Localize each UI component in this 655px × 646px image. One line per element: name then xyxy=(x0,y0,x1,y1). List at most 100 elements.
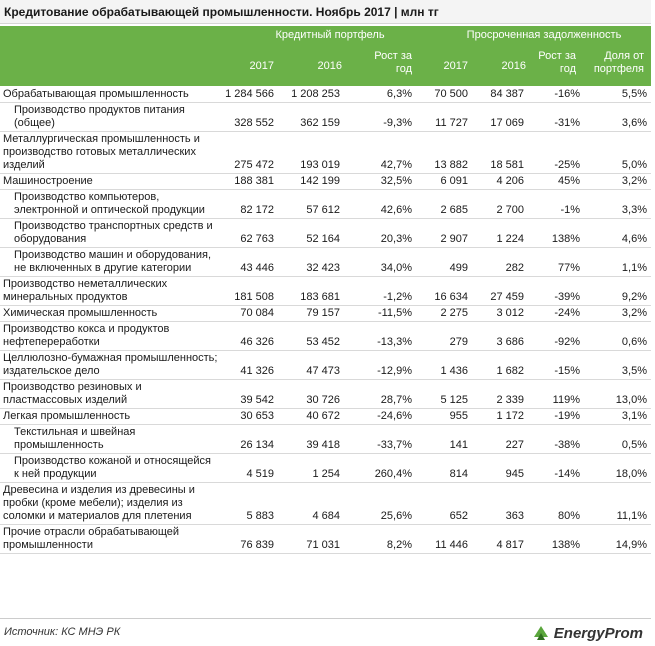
row-value: 227 xyxy=(472,424,528,454)
row-value: 25,6% xyxy=(344,482,416,525)
table-row: Производство компьютеров, электронной и … xyxy=(0,189,651,219)
row-label: Машиностроение xyxy=(0,173,220,190)
row-value: 47 473 xyxy=(278,350,344,380)
row-value: 43 446 xyxy=(220,247,278,277)
row-value: 46 326 xyxy=(220,321,278,351)
row-value: 3,2% xyxy=(584,305,651,322)
header-col-portfolio-2017: 2017 xyxy=(249,60,274,72)
row-value: 3,6% xyxy=(584,102,651,132)
row-value: 30 726 xyxy=(278,379,344,409)
row-value: 141 xyxy=(416,424,472,454)
table-header: Кредитный портфель Просроченная задолжен… xyxy=(0,26,651,86)
row-value: 32 423 xyxy=(278,247,344,277)
row-value: 76 839 xyxy=(220,524,278,554)
row-value: -25% xyxy=(528,131,584,174)
row-value: 0,6% xyxy=(584,321,651,351)
table-row: Производство кожаной и относящейся к ней… xyxy=(0,453,651,483)
row-value: 3,1% xyxy=(584,408,651,425)
row-value: 945 xyxy=(472,453,528,483)
row-label: Химическая промышленность xyxy=(0,305,220,322)
header-col-overdue-growth: Рост за год xyxy=(538,50,576,75)
row-value: 34,0% xyxy=(344,247,416,277)
row-value: 5,5% xyxy=(584,87,651,103)
row-value: 18 581 xyxy=(472,131,528,174)
row-value: 17 069 xyxy=(472,102,528,132)
row-value: 282 xyxy=(472,247,528,277)
row-label: Прочие отрасли обрабатывающей промышленн… xyxy=(0,524,220,554)
row-value: 2 339 xyxy=(472,379,528,409)
energyprom-logo: EnergyProm xyxy=(531,622,643,644)
row-label: Металлургическая промышленность и произв… xyxy=(0,131,220,174)
row-value: -92% xyxy=(528,321,584,351)
data-table: Обрабатывающая промышленность 1 284 566 1 … xyxy=(0,87,651,554)
row-value: -24% xyxy=(528,305,584,322)
row-value: 3,2% xyxy=(584,173,651,190)
row-value: 279 xyxy=(416,321,472,351)
row-value: 30 653 xyxy=(220,408,278,425)
row-value: -9,3% xyxy=(344,102,416,132)
row-value: 328 552 xyxy=(220,102,278,132)
row-value: 1 208 253 xyxy=(278,87,344,103)
row-value: 2 700 xyxy=(472,189,528,219)
row-value: 20,3% xyxy=(344,218,416,248)
row-value: 39 542 xyxy=(220,379,278,409)
row-value: 4 684 xyxy=(278,482,344,525)
table-title: Кредитование обрабатывающей промышленнос… xyxy=(0,0,651,24)
row-value: 26 134 xyxy=(220,424,278,454)
row-value: 40 672 xyxy=(278,408,344,425)
table-row: Производство кокса и продуктов нефтепере… xyxy=(0,321,651,351)
row-value: 84 387 xyxy=(472,87,528,103)
header-col-portfolio-2016: 2016 xyxy=(317,60,342,72)
row-value: 0,5% xyxy=(584,424,651,454)
row-value: -1% xyxy=(528,189,584,219)
row-value: -15% xyxy=(528,350,584,380)
row-value: 1,1% xyxy=(584,247,651,277)
row-value: 955 xyxy=(416,408,472,425)
row-value: 13,0% xyxy=(584,379,651,409)
row-label: Производство кожаной и относящейся к ней… xyxy=(0,453,220,483)
table-row: Машиностроение 188 381 142 199 32,5% 6 091 4 … xyxy=(0,173,651,190)
row-value: 3 686 xyxy=(472,321,528,351)
row-value: 27 459 xyxy=(472,276,528,306)
table-row: Производство продуктов питания (общее) 32… xyxy=(0,102,651,132)
row-value: 4 206 xyxy=(472,173,528,190)
row-value: 4,6% xyxy=(584,218,651,248)
row-value: 138% xyxy=(528,524,584,554)
header-col-portfolio-growth: Рост за год xyxy=(374,50,412,75)
row-value: 52 164 xyxy=(278,218,344,248)
row-value: 14,9% xyxy=(584,524,651,554)
table-row: Обрабатывающая промышленность 1 284 566 1 … xyxy=(0,87,651,103)
row-value: -13,3% xyxy=(344,321,416,351)
row-label: Обрабатывающая промышленность xyxy=(0,87,220,103)
row-value: 138% xyxy=(528,218,584,248)
row-value: -39% xyxy=(528,276,584,306)
row-value: 2 275 xyxy=(416,305,472,322)
row-value: 2 907 xyxy=(416,218,472,248)
source-note: Источник: КС МНЭ РК xyxy=(4,626,121,638)
table-row: Текстильная и швейная промышленность 26 1… xyxy=(0,424,651,454)
header-col-overdue-2016: 2016 xyxy=(501,60,526,72)
row-value: 70 500 xyxy=(416,87,472,103)
row-value: 82 172 xyxy=(220,189,278,219)
row-value: 41 326 xyxy=(220,350,278,380)
header-group-credit-portfolio: Кредитный портфель xyxy=(275,29,385,41)
row-value: 119% xyxy=(528,379,584,409)
row-value: -19% xyxy=(528,408,584,425)
logo-text: EnergyProm xyxy=(553,624,643,642)
header-group-overdue-debt: Просроченная задолженность xyxy=(466,29,622,41)
row-value: 11 727 xyxy=(416,102,472,132)
row-value: 6 091 xyxy=(416,173,472,190)
row-label: Производство компьютеров, электронной и … xyxy=(0,189,220,219)
table-row: Целлюлозно-бумажная промышленность; изда… xyxy=(0,350,651,380)
row-value: 1 254 xyxy=(278,453,344,483)
row-label: Целлюлозно-бумажная промышленность; изда… xyxy=(0,350,220,380)
footer: Источник: КС МНЭ РК EnergyProm xyxy=(0,618,651,646)
row-value: 11 446 xyxy=(416,524,472,554)
row-label: Производство транспортных средств и обор… xyxy=(0,218,220,248)
row-value: 3,5% xyxy=(584,350,651,380)
row-value: 32,5% xyxy=(344,173,416,190)
row-label: Текстильная и швейная промышленность xyxy=(0,424,220,454)
row-value: 652 xyxy=(416,482,472,525)
row-label: Производство кокса и продуктов нефтепере… xyxy=(0,321,220,351)
row-value: 1 682 xyxy=(472,350,528,380)
